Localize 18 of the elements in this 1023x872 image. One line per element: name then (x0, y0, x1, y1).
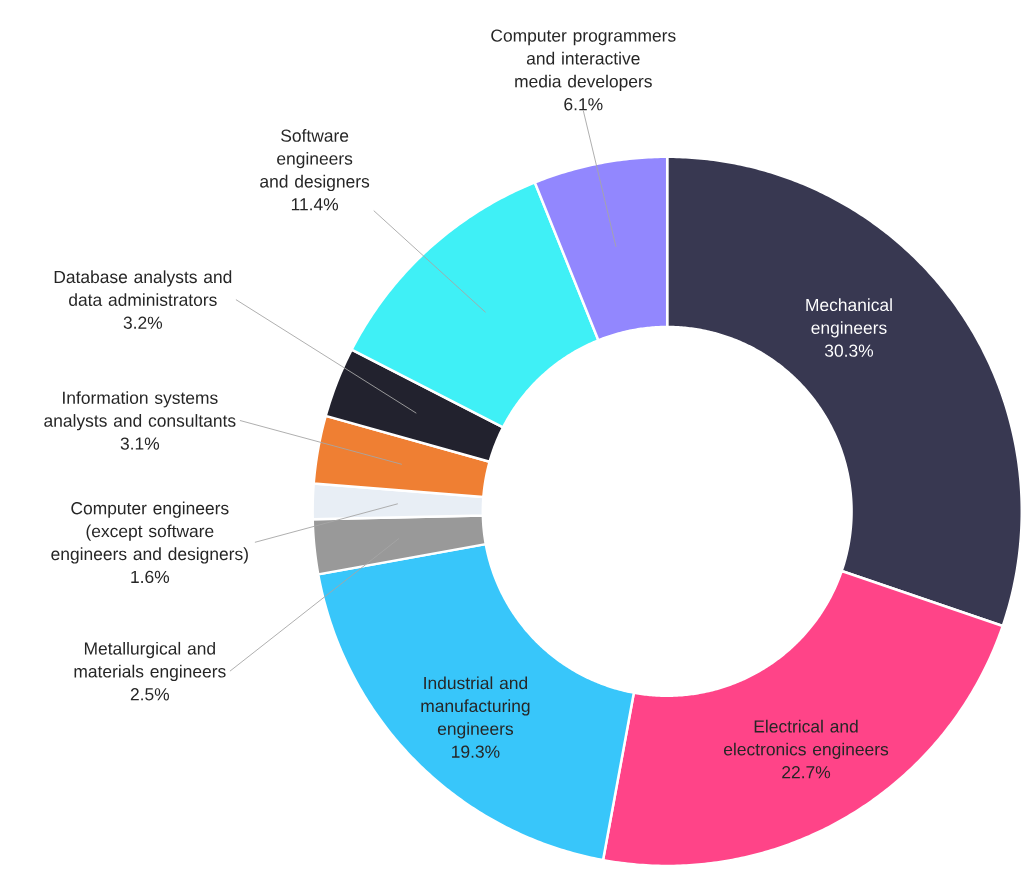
slice-label: Metallurgical and materials engineers (74, 641, 226, 682)
data-label: 11.4% (291, 198, 339, 211)
data-label: 22.7% (782, 766, 831, 779)
data-label: 3.1% (120, 437, 160, 450)
slice-label: Software engineers and designers (260, 129, 370, 192)
data-label: 2.5% (130, 688, 170, 701)
slice-label: Electrical and electronics engineers (724, 719, 889, 759)
slice-label: Industrial and manufacturing engineers (421, 676, 530, 739)
data-label: 3.2% (123, 316, 163, 329)
slice-label: Computer programmers and interactive media developers (491, 29, 676, 91)
data-label: 19.3% (452, 745, 500, 758)
slice-label: Mechanical engineers (806, 298, 892, 338)
data-label: 30.3% (824, 344, 874, 357)
slice-label: Database analysts and data administrators (54, 270, 232, 307)
slice-label: Computer engineers (except software engineers and designers) (51, 501, 248, 564)
slice-label: Information systems analysts and consultants (44, 391, 236, 431)
data-label: 6.1% (564, 98, 603, 111)
data-label: 1.6% (131, 570, 170, 584)
